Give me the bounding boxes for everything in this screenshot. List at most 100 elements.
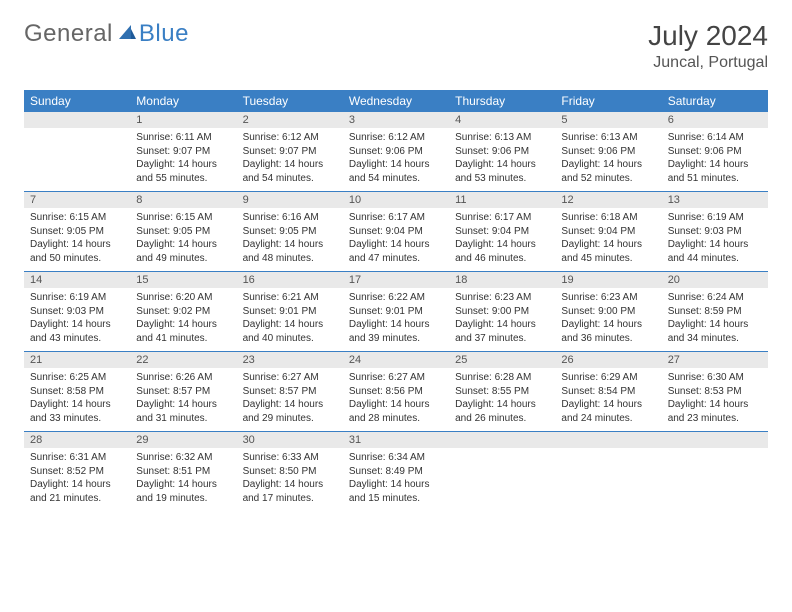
day-line-ss: Sunset: 8:54 PM [561,385,655,399]
day-line-d1: Daylight: 14 hours [349,478,443,492]
day-line-ss: Sunset: 9:03 PM [668,225,762,239]
day-number: 9 [237,192,343,208]
day-content: Sunrise: 6:14 AMSunset: 9:06 PMDaylight:… [662,128,768,191]
calendar-cell: 4Sunrise: 6:13 AMSunset: 9:06 PMDaylight… [449,112,555,192]
day-content: Sunrise: 6:12 AMSunset: 9:06 PMDaylight:… [343,128,449,191]
day-line-d1: Daylight: 14 hours [243,158,337,172]
calendar-cell: 23Sunrise: 6:27 AMSunset: 8:57 PMDayligh… [237,352,343,432]
day-number: 3 [343,112,449,128]
day-number: 4 [449,112,555,128]
day-line-sr: Sunrise: 6:27 AM [243,371,337,385]
calendar-cell: 11Sunrise: 6:17 AMSunset: 9:04 PMDayligh… [449,192,555,272]
day-line-d2: and 31 minutes. [136,412,230,426]
day-line-sr: Sunrise: 6:17 AM [455,211,549,225]
calendar-cell: 27Sunrise: 6:30 AMSunset: 8:53 PMDayligh… [662,352,768,432]
day-line-sr: Sunrise: 6:21 AM [243,291,337,305]
day-line-d1: Daylight: 14 hours [349,318,443,332]
day-line-sr: Sunrise: 6:23 AM [561,291,655,305]
day-line-d1: Daylight: 14 hours [668,398,762,412]
day-content [662,448,768,506]
day-line-d2: and 24 minutes. [561,412,655,426]
day-content: Sunrise: 6:33 AMSunset: 8:50 PMDaylight:… [237,448,343,511]
day-line-d2: and 44 minutes. [668,252,762,266]
day-number: 14 [24,272,130,288]
calendar-cell: 7Sunrise: 6:15 AMSunset: 9:05 PMDaylight… [24,192,130,272]
day-line-d2: and 40 minutes. [243,332,337,346]
day-line-d2: and 49 minutes. [136,252,230,266]
day-content: Sunrise: 6:15 AMSunset: 9:05 PMDaylight:… [130,208,236,271]
calendar-cell: 30Sunrise: 6:33 AMSunset: 8:50 PMDayligh… [237,432,343,512]
day-line-d2: and 46 minutes. [455,252,549,266]
calendar-table: SundayMondayTuesdayWednesdayThursdayFrid… [24,90,768,511]
day-line-sr: Sunrise: 6:32 AM [136,451,230,465]
weekday-header: Tuesday [237,90,343,112]
day-line-d2: and 29 minutes. [243,412,337,426]
day-line-d2: and 28 minutes. [349,412,443,426]
day-line-ss: Sunset: 9:05 PM [136,225,230,239]
calendar-cell: 16Sunrise: 6:21 AMSunset: 9:01 PMDayligh… [237,272,343,352]
day-line-sr: Sunrise: 6:33 AM [243,451,337,465]
day-content: Sunrise: 6:18 AMSunset: 9:04 PMDaylight:… [555,208,661,271]
day-line-ss: Sunset: 9:04 PM [455,225,549,239]
day-line-d2: and 43 minutes. [30,332,124,346]
weekday-header: Saturday [662,90,768,112]
day-number: 8 [130,192,236,208]
day-line-ss: Sunset: 9:05 PM [30,225,124,239]
day-line-sr: Sunrise: 6:27 AM [349,371,443,385]
weekday-header: Thursday [449,90,555,112]
day-line-ss: Sunset: 8:56 PM [349,385,443,399]
day-content: Sunrise: 6:11 AMSunset: 9:07 PMDaylight:… [130,128,236,191]
day-line-d1: Daylight: 14 hours [668,238,762,252]
day-line-ss: Sunset: 9:07 PM [243,145,337,159]
location: Juncal, Portugal [648,54,768,72]
logo-text-1: General [24,20,113,48]
day-line-sr: Sunrise: 6:31 AM [30,451,124,465]
day-line-d1: Daylight: 14 hours [243,398,337,412]
day-line-d2: and 37 minutes. [455,332,549,346]
day-line-d1: Daylight: 14 hours [561,318,655,332]
calendar-cell: 25Sunrise: 6:28 AMSunset: 8:55 PMDayligh… [449,352,555,432]
day-line-d1: Daylight: 14 hours [243,478,337,492]
day-line-sr: Sunrise: 6:18 AM [561,211,655,225]
day-number: 12 [555,192,661,208]
day-line-ss: Sunset: 9:01 PM [349,305,443,319]
day-number: 10 [343,192,449,208]
day-number: 27 [662,352,768,368]
day-line-d1: Daylight: 14 hours [668,158,762,172]
day-line-sr: Sunrise: 6:12 AM [243,131,337,145]
day-line-d2: and 53 minutes. [455,172,549,186]
day-line-ss: Sunset: 9:06 PM [561,145,655,159]
day-number: 19 [555,272,661,288]
day-line-sr: Sunrise: 6:17 AM [349,211,443,225]
calendar-cell: 12Sunrise: 6:18 AMSunset: 9:04 PMDayligh… [555,192,661,272]
day-content: Sunrise: 6:13 AMSunset: 9:06 PMDaylight:… [449,128,555,191]
day-number: 6 [662,112,768,128]
day-line-d1: Daylight: 14 hours [136,238,230,252]
day-line-d2: and 36 minutes. [561,332,655,346]
day-line-d1: Daylight: 14 hours [243,238,337,252]
day-number: 28 [24,432,130,448]
day-number: 22 [130,352,236,368]
day-line-sr: Sunrise: 6:11 AM [136,131,230,145]
day-content: Sunrise: 6:27 AMSunset: 8:56 PMDaylight:… [343,368,449,431]
day-content: Sunrise: 6:19 AMSunset: 9:03 PMDaylight:… [24,288,130,351]
day-line-d2: and 23 minutes. [668,412,762,426]
day-line-d1: Daylight: 14 hours [455,318,549,332]
day-content [24,128,130,186]
day-line-sr: Sunrise: 6:29 AM [561,371,655,385]
day-line-d2: and 54 minutes. [243,172,337,186]
calendar-cell: 14Sunrise: 6:19 AMSunset: 9:03 PMDayligh… [24,272,130,352]
day-line-ss: Sunset: 9:05 PM [243,225,337,239]
weekday-header: Sunday [24,90,130,112]
day-number: 16 [237,272,343,288]
day-line-sr: Sunrise: 6:28 AM [455,371,549,385]
day-content [449,448,555,506]
day-content: Sunrise: 6:32 AMSunset: 8:51 PMDaylight:… [130,448,236,511]
title-block: July 2024 Juncal, Portugal [648,20,768,72]
day-line-ss: Sunset: 8:55 PM [455,385,549,399]
day-line-sr: Sunrise: 6:22 AM [349,291,443,305]
day-line-d1: Daylight: 14 hours [243,318,337,332]
day-line-d1: Daylight: 14 hours [136,158,230,172]
day-number: 23 [237,352,343,368]
header: General Blue July 2024 Juncal, Portugal [24,20,768,72]
